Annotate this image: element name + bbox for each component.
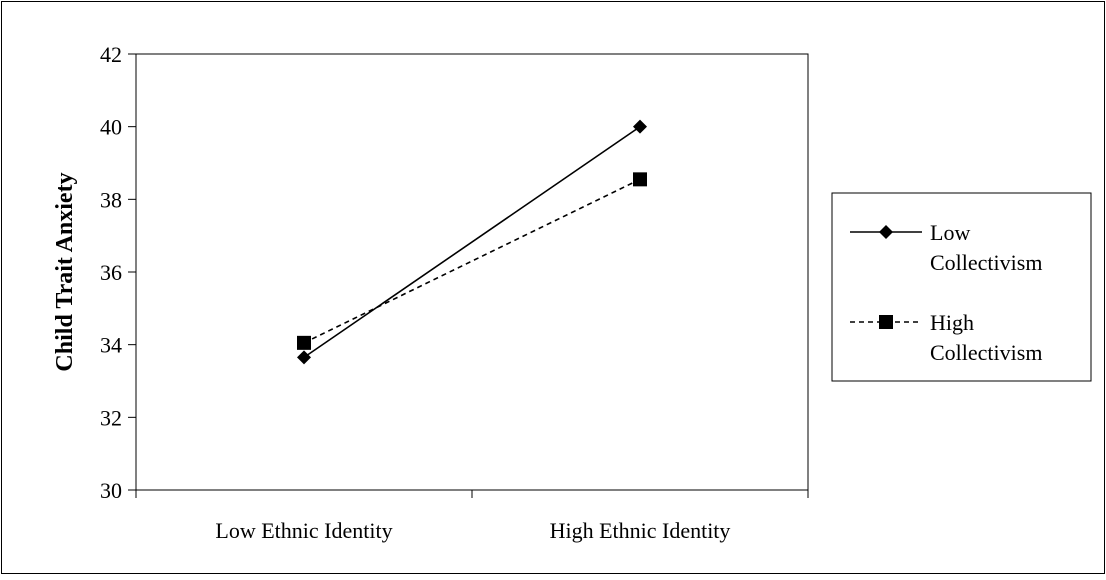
plot-area: [135, 53, 809, 491]
diamond-data-point: [297, 350, 311, 365]
series-layer: [297, 119, 647, 365]
legend-label: Low: [930, 220, 970, 245]
square-data-point: [633, 172, 647, 187]
y-tick-label: 40: [100, 115, 122, 140]
x-category-label: High Ethnic Identity: [550, 518, 731, 543]
square-data-point: [297, 335, 311, 350]
y-tick-label: 36: [100, 260, 122, 285]
y-tick-label: 30: [100, 478, 122, 503]
y-axis: 30 32 34 36 38 40 42: [100, 42, 136, 503]
series-line: [303, 126, 641, 359]
legend-box: [831, 192, 1092, 382]
x-category-label: Low Ethnic Identity: [215, 518, 392, 543]
series-1: [297, 119, 647, 365]
y-tick-label: 42: [100, 42, 122, 67]
legend-label: Collectivism: [930, 340, 1042, 365]
x-axis: Low Ethnic Identity High Ethnic Identity: [135, 490, 809, 543]
y-tick-label: 38: [100, 187, 122, 212]
legend-marker: [879, 315, 893, 329]
legend-item-2: High Collectivism: [850, 310, 1042, 365]
y-axis-title: Child Trait Anxiety: [52, 172, 78, 371]
legend: Low Collectivism High Collectivism: [831, 192, 1092, 382]
series-2: [297, 172, 647, 350]
legend-item-1: Low Collectivism: [850, 220, 1042, 275]
y-tick-label: 32: [100, 405, 122, 430]
diamond-data-point: [633, 119, 647, 134]
legend-marker: [879, 225, 893, 239]
legend-label: Collectivism: [930, 250, 1042, 275]
y-tick-label: 34: [100, 333, 122, 358]
legend-label: High: [930, 310, 974, 335]
